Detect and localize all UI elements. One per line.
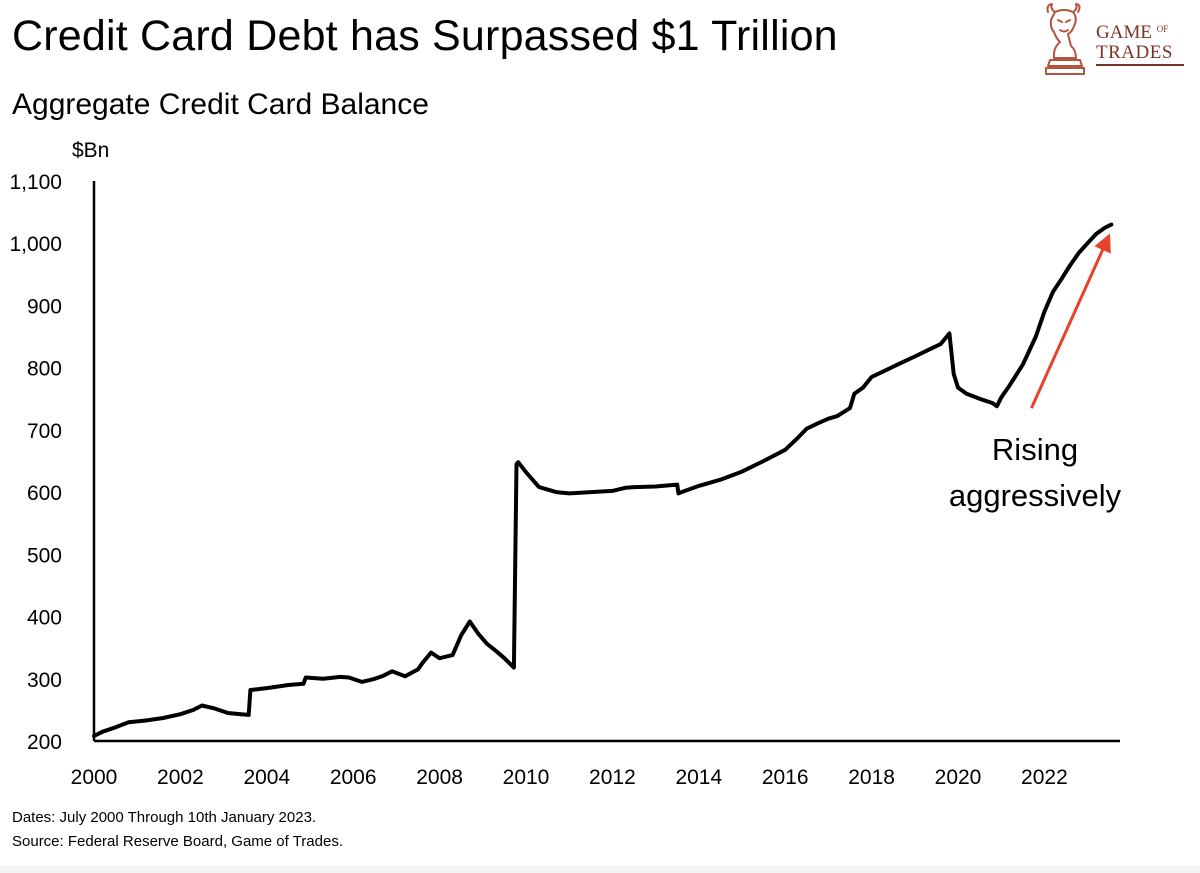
x-tick-label: 2000 [71, 766, 118, 789]
y-tick-label: 900 [27, 295, 62, 318]
y-axis-unit-label: $Bn [72, 139, 109, 162]
y-tick-label: 1,100 [9, 171, 62, 194]
y-axis: 200 300 400 500 600 700 800 900 1,000 1,100 [9, 171, 62, 754]
annotation-text-line1: Rising [992, 432, 1078, 467]
x-tick-label: 2016 [762, 766, 809, 789]
footnotes: Dates: July 2000 Through 10th January 20… [12, 806, 343, 854]
x-tick-label: 2008 [416, 766, 463, 789]
y-tick-label: 1,000 [9, 233, 62, 256]
y-tick-label: 500 [27, 544, 62, 567]
y-tick-label: 200 [27, 731, 62, 754]
logo-text-trades: TRADES [1096, 42, 1173, 63]
x-tick-label: 2004 [243, 766, 290, 789]
x-tick-label: 2010 [503, 766, 550, 789]
bull-chess-knight-icon [1045, 3, 1085, 75]
x-tick-label: 2006 [330, 766, 377, 789]
x-tick-label: 2020 [935, 766, 982, 789]
dates-note: Dates: July 2000 Through 10th January 20… [12, 809, 317, 826]
logo-text-of: OF [1156, 24, 1169, 34]
logo-underline [1096, 64, 1184, 66]
source-note: Source: Federal Reserve Board, Game of T… [12, 833, 343, 850]
x-tick-label: 2002 [157, 766, 204, 789]
series-line [92, 222, 1114, 738]
brand-logo: GAME OF TRADES [1038, 2, 1188, 78]
logo-text-game: GAME [1096, 22, 1152, 43]
bottom-divider [0, 866, 1200, 873]
x-tick-label: 2014 [675, 766, 722, 789]
x-axis: 2000 2002 2004 2006 2008 2010 2012 2014 2016 2018… [71, 766, 1068, 789]
y-tick-label: 800 [27, 358, 62, 381]
chart-subtitle: Aggregate Credit Card Balance [12, 88, 429, 121]
y-tick-label: 300 [27, 669, 62, 692]
annotation-arrow [1030, 233, 1111, 409]
y-tick-label: 700 [27, 420, 62, 443]
y-tick-label: 600 [27, 482, 62, 505]
page-title: Credit Card Debt has Surpassed $1 Trilli… [12, 12, 838, 60]
x-tick-label: 2022 [1021, 766, 1068, 789]
x-tick-label: 2018 [848, 766, 895, 789]
annotation-text-line2: aggressively [949, 478, 1122, 513]
x-tick-label: 2012 [589, 766, 636, 789]
y-tick-label: 400 [27, 607, 62, 630]
